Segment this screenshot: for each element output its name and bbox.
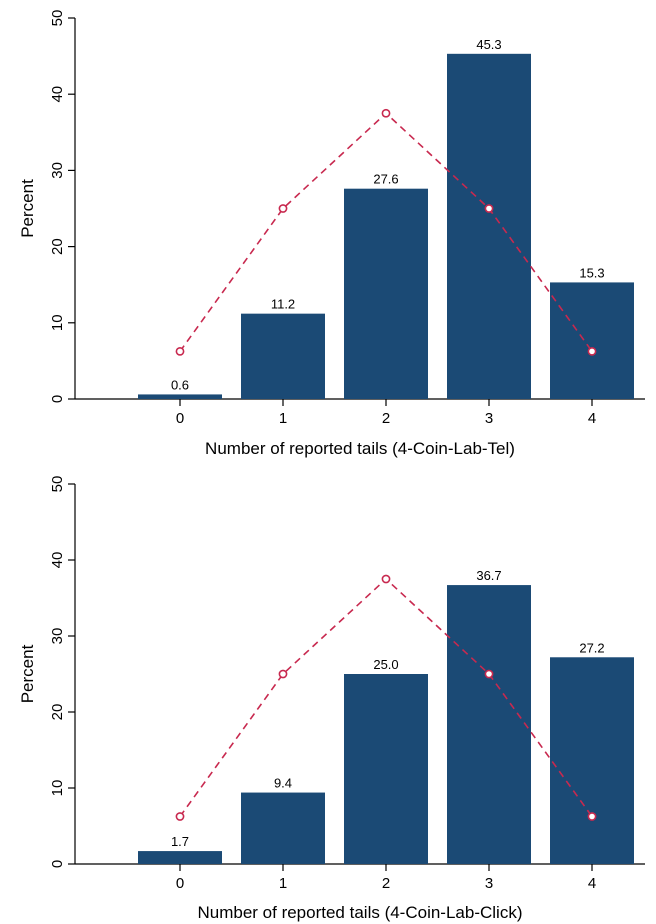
x-tick-label: 0 (176, 410, 184, 427)
chart-panel-1: 0 10 20 30 40 50 Percent 0.6 11.2 27.6 45.3 15.3 0 1 2… (18, 10, 645, 458)
y-tick-label: 0 (49, 860, 66, 868)
bar (447, 53, 531, 400)
y-axis-title: Percent (18, 644, 37, 703)
y-tick-label: 30 (49, 628, 66, 645)
bar (138, 851, 222, 864)
bar-value-label: 36.7 (476, 568, 501, 583)
bar (447, 585, 531, 864)
bar-value-label: 25.0 (373, 657, 398, 672)
y-tick-label: 40 (49, 552, 66, 569)
x-tick-label: 3 (485, 875, 493, 892)
expected-point (175, 812, 185, 821)
bar-value-label: 0.6 (171, 377, 189, 392)
expected-point (587, 812, 597, 821)
y-tick-label: 0 (49, 395, 66, 403)
bar (550, 282, 634, 399)
x-tick-label: 4 (588, 875, 596, 892)
expected-point (587, 346, 597, 356)
expected-point (381, 574, 391, 584)
x-axis-title: Number of reported tails (4-Coin-Lab-Tel… (205, 439, 515, 458)
x-tick-label: 3 (485, 410, 493, 427)
x-tick-label: 4 (588, 410, 596, 427)
bar-value-label: 27.2 (579, 640, 604, 655)
y-tick-label: 20 (49, 704, 66, 721)
y-tick-label: 10 (49, 314, 66, 331)
expected-point (175, 346, 185, 356)
bar-value-label: 45.3 (476, 37, 501, 52)
expected-point (278, 204, 288, 213)
y-tick-label: 20 (49, 238, 66, 255)
bar (344, 188, 428, 399)
bar (241, 792, 325, 864)
expected-point (381, 108, 391, 118)
bar-value-label: 11.2 (271, 297, 295, 312)
x-axis-title: Number of reported tails (4-Coin-Lab-Cli… (197, 903, 522, 922)
chart-panel-2: 0 10 20 30 40 50 Percent 1.7 9.4 25.0 36.7 27.2 0 1 2 3… (18, 476, 645, 922)
x-tick-label: 2 (382, 875, 390, 892)
expected-point (484, 669, 494, 679)
y-axis-title: Percent (18, 179, 37, 238)
x-tick-label: 0 (176, 875, 184, 892)
bar-value-label: 9.4 (274, 776, 292, 791)
bar-value-label: 27.6 (373, 172, 398, 187)
bar (344, 674, 428, 864)
y-tick-label: 10 (49, 780, 66, 797)
bar (241, 313, 325, 399)
x-tick-label: 2 (382, 410, 390, 427)
expected-point (278, 669, 288, 679)
bar (550, 657, 634, 864)
y-tick-label: 50 (49, 476, 66, 493)
y-tick-label: 30 (49, 162, 66, 179)
y-tick-label: 40 (49, 86, 66, 103)
expected-point (484, 204, 494, 213)
bar-value-label: 1.7 (171, 834, 189, 849)
x-tick-label: 1 (279, 875, 287, 892)
x-tick-label: 1 (279, 410, 287, 427)
bar (138, 394, 222, 399)
bar-value-label: 15.3 (579, 265, 604, 280)
y-tick-label: 50 (49, 10, 66, 27)
